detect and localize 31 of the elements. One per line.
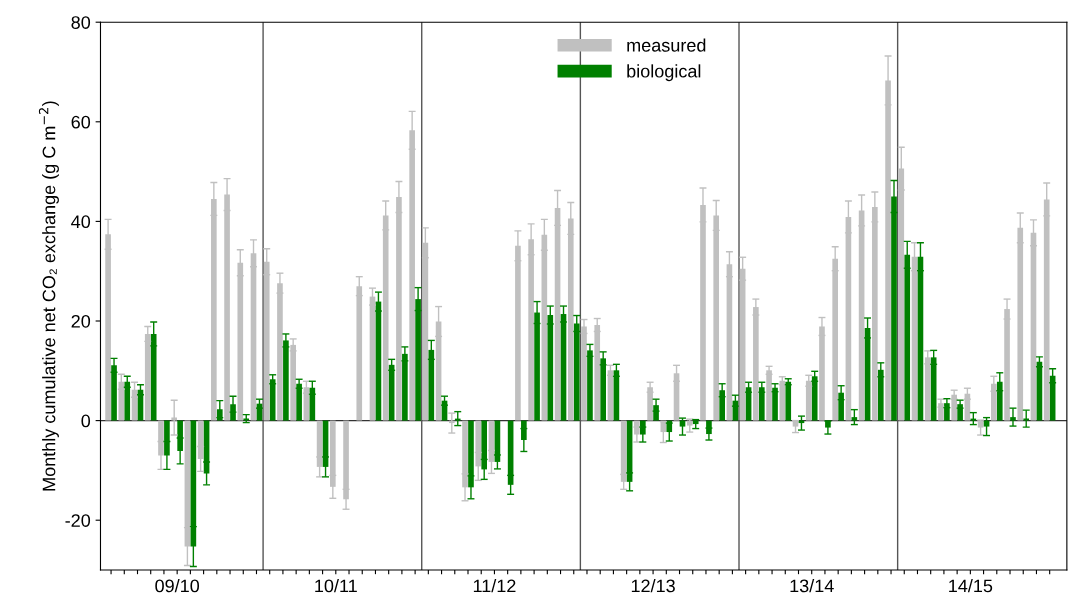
bar bbox=[805, 380, 812, 421]
bar bbox=[269, 379, 276, 421]
x-tick-label: 14/15 bbox=[949, 579, 993, 593]
bar bbox=[944, 403, 950, 421]
y-axis-title: Monthly cumulative net CO₂ exchange (g C m$^{−2}$) bbox=[38, 101, 59, 491]
bar bbox=[772, 387, 778, 421]
bar bbox=[811, 376, 818, 421]
bar bbox=[779, 380, 786, 421]
y-tick-label: 40 bbox=[71, 215, 91, 229]
legend-label: measured bbox=[627, 38, 706, 52]
bar bbox=[951, 394, 957, 421]
x-tick-label: 11/12 bbox=[473, 579, 516, 593]
bar bbox=[785, 381, 792, 421]
bar bbox=[647, 387, 653, 421]
y-tick-label: 60 bbox=[71, 115, 91, 129]
y-tick-label: 0 bbox=[81, 414, 91, 428]
bar bbox=[758, 387, 765, 421]
x-tick-label: 12/13 bbox=[631, 579, 675, 593]
x-tick-label: 09/10 bbox=[155, 579, 200, 593]
bar bbox=[957, 404, 963, 421]
y-tick-label: -20 bbox=[65, 514, 91, 527]
bar bbox=[938, 403, 944, 421]
bar bbox=[290, 344, 296, 421]
y-tick-label: 80 bbox=[71, 16, 91, 29]
bar bbox=[296, 383, 302, 421]
bar bbox=[766, 370, 772, 421]
legend-label: biological bbox=[627, 64, 701, 82]
bar bbox=[124, 381, 131, 421]
y-tick-label: 20 bbox=[71, 314, 91, 328]
x-tick-label: 10/11 bbox=[315, 579, 357, 593]
x-tick-label: 13/14 bbox=[790, 579, 834, 593]
